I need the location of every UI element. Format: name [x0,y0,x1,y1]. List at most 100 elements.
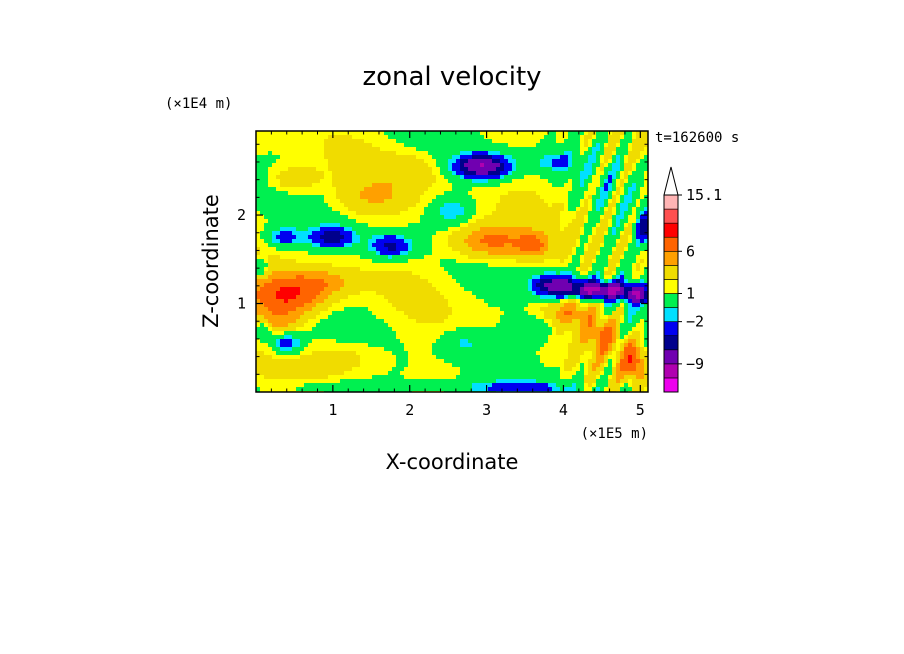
field-cell [544,203,549,208]
field-cell [560,143,565,148]
field-cell [320,187,325,192]
field-cell [620,159,625,164]
field-cell [296,195,301,200]
field-cell [608,175,613,180]
field-cell [608,171,613,176]
field-cell [460,315,465,320]
field-cell [584,315,589,320]
field-cell [632,231,637,236]
field-cell [520,139,525,144]
field-cell [408,175,413,180]
field-cell [356,319,361,324]
field-cell [384,187,389,192]
field-cell [256,159,261,164]
field-cell [456,315,461,320]
field-cell [288,223,293,228]
field-cell [448,235,453,240]
field-cell [420,219,425,224]
field-cell [336,151,341,156]
field-cell [488,195,493,200]
field-cell [628,311,633,316]
field-cell [464,219,469,224]
field-cell [568,151,573,156]
field-cell [612,275,617,280]
field-cell [460,307,465,312]
field-cell [624,139,629,144]
field-cell [360,255,365,260]
field-cell [284,259,289,264]
field-cell [432,263,437,268]
field-cell [500,143,505,148]
field-cell [484,155,489,160]
field-cell [312,215,317,220]
field-cell [440,135,445,140]
field-cell [364,195,369,200]
field-cell [448,215,453,220]
field-cell [324,239,329,244]
field-cell [512,199,517,204]
field-cell [480,159,485,164]
field-cell [524,219,529,224]
field-cell [572,239,577,244]
field-cell [340,275,345,280]
field-cell [408,235,413,240]
field-cell [464,139,469,144]
field-cell [556,331,561,336]
field-cell [496,139,501,144]
field-cell [300,207,305,212]
field-cell [368,287,373,292]
field-cell [360,323,365,328]
field-cell [616,155,621,160]
field-cell [392,283,397,288]
field-cell [492,183,497,188]
field-cell [540,223,545,228]
field-cell [600,171,605,176]
field-cell [492,187,497,192]
field-cell [520,251,525,256]
field-cell [372,239,377,244]
field-cell [296,131,301,136]
field-cell [396,235,401,240]
field-cell [280,191,285,196]
field-cell [448,183,453,188]
field-cell [504,259,509,264]
field-cell [564,251,569,256]
field-cell [300,179,305,184]
field-cell [592,263,597,268]
field-cell [576,303,581,308]
field-cell [492,227,497,232]
field-cell [444,255,449,260]
field-cell [272,271,277,276]
field-cell [536,203,541,208]
field-cell [400,195,405,200]
field-cell [320,203,325,208]
field-cell [312,187,317,192]
field-cell [580,239,585,244]
field-cell [512,243,517,248]
field-cell [576,235,581,240]
field-cell [292,323,297,328]
field-cell [644,239,648,244]
field-cell [488,183,493,188]
field-cell [344,151,349,156]
field-cell [264,151,269,156]
field-cell [324,311,329,316]
field-cell [404,255,409,260]
field-cell [532,287,537,292]
field-cell [476,327,481,332]
field-cell [592,227,597,232]
field-cell [352,199,357,204]
field-cell [468,191,473,196]
field-cell [556,159,561,164]
field-cell [360,311,365,316]
field-cell [396,319,401,324]
field-cell [316,155,321,160]
field-cell [528,307,533,312]
field-cell [428,135,433,140]
field-cell [584,303,589,308]
field-cell [604,271,609,276]
field-cell [560,203,565,208]
field-cell [336,247,341,252]
field-cell [336,231,341,236]
field-cell [328,135,333,140]
